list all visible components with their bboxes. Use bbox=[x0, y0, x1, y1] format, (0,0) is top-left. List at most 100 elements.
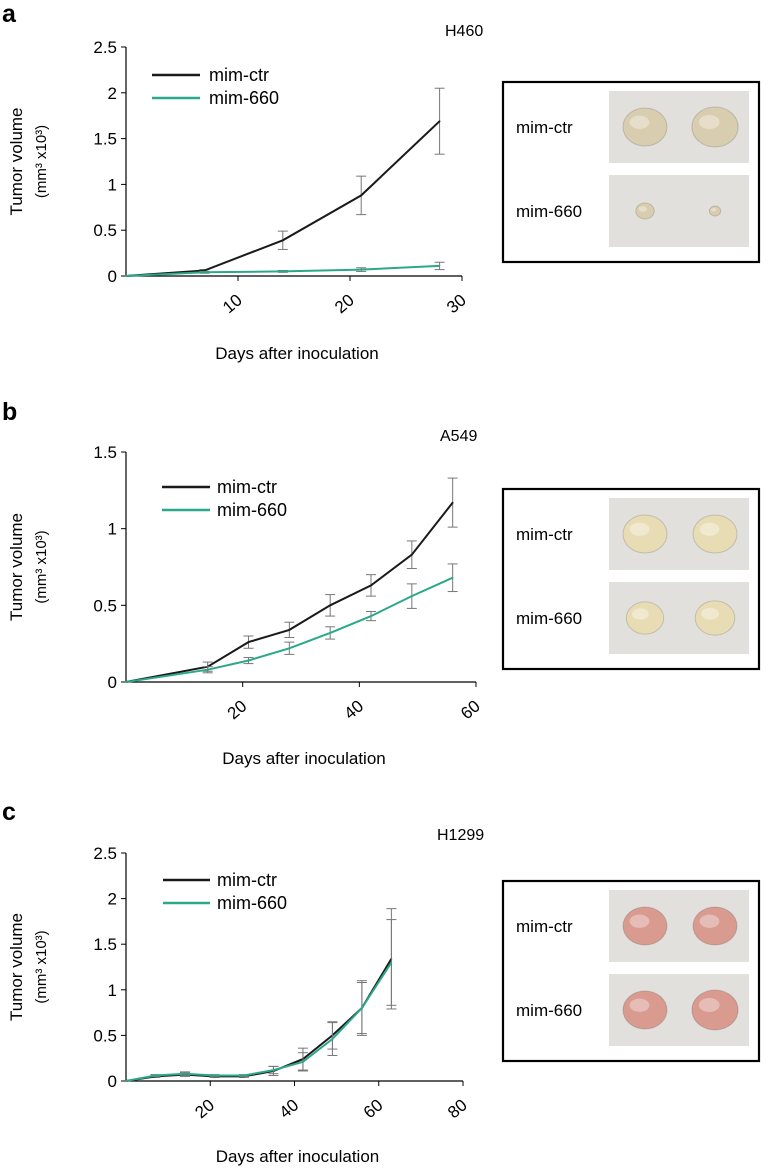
data-point bbox=[451, 501, 454, 504]
tumor-highlight bbox=[698, 998, 720, 1012]
panel-label-b: b bbox=[2, 398, 17, 426]
legend-label: mim-ctr bbox=[217, 477, 277, 497]
tumor-highlight bbox=[631, 608, 649, 620]
tumor-highlight bbox=[699, 522, 720, 536]
series-mim-660 bbox=[125, 919, 397, 1082]
data-point bbox=[370, 615, 372, 617]
data-point bbox=[438, 120, 441, 122]
photo-row-label: mim-ctr bbox=[516, 525, 573, 544]
y-axis-label: Tumor volume bbox=[7, 107, 26, 215]
y-axis-units: (mm³ x10³) bbox=[33, 930, 50, 1003]
tumor-specimen bbox=[691, 106, 739, 148]
y-axis-label: Tumor volume bbox=[7, 913, 26, 1021]
y-tick-label: 2 bbox=[108, 890, 117, 909]
y-tick-label: 0 bbox=[108, 673, 117, 692]
y-tick-label: 2 bbox=[108, 84, 117, 103]
x-tick-label: 80 bbox=[444, 1095, 471, 1122]
tumor-specimen bbox=[625, 601, 665, 635]
tumor-highlight bbox=[629, 998, 650, 1012]
series-mim-660 bbox=[125, 563, 458, 683]
tumor-specimen bbox=[708, 205, 722, 217]
panel-a: a H460 0 0.5 1 1.5 2 2.5 10 20 30 Days after inocul… bbox=[2, 0, 761, 363]
tumor-highlight bbox=[699, 914, 720, 928]
data-point bbox=[247, 641, 250, 643]
x-tick-label: 60 bbox=[360, 1095, 387, 1122]
data-point bbox=[361, 1007, 363, 1009]
photo-image bbox=[609, 175, 749, 247]
legend-label: mim-660 bbox=[217, 500, 287, 520]
tumor-specimen bbox=[635, 202, 655, 220]
panel-label-c: c bbox=[2, 798, 16, 826]
tumor-highlight bbox=[698, 115, 720, 129]
y-axis-label: Tumor volume bbox=[7, 513, 26, 621]
y-tick-label: 1 bbox=[108, 981, 117, 1000]
data-point bbox=[203, 271, 206, 274]
y-tick-label: 1 bbox=[108, 520, 117, 539]
photo-row-label: mim-660 bbox=[516, 609, 582, 628]
tumor-specimen bbox=[692, 906, 738, 946]
tumor-specimen bbox=[691, 989, 739, 1031]
tumor-specimen bbox=[694, 600, 736, 636]
tumor-specimen bbox=[692, 514, 738, 554]
x-axis-label: Days after inoculation bbox=[216, 1147, 379, 1166]
tumor-highlight bbox=[710, 208, 717, 212]
series-mim-660 bbox=[125, 261, 445, 277]
series-mim-ctr bbox=[125, 477, 458, 683]
series-mim-ctr bbox=[125, 908, 397, 1082]
panel-label-a: a bbox=[2, 0, 17, 28]
data-point bbox=[411, 553, 413, 556]
data-point bbox=[272, 1069, 275, 1071]
data-point bbox=[125, 681, 127, 683]
tumor-specimen bbox=[622, 514, 668, 554]
series-line bbox=[125, 120, 441, 277]
data-point bbox=[243, 1074, 245, 1077]
tumor-photo-box: mim-ctr mim-660 bbox=[501, 879, 761, 1063]
chart-title: H1299 bbox=[437, 827, 484, 844]
data-point bbox=[331, 1038, 334, 1040]
series-mim-ctr bbox=[125, 87, 445, 277]
chart-title: H460 bbox=[445, 23, 483, 40]
legend-label: mim-660 bbox=[209, 88, 279, 108]
y-tick-label: 2.5 bbox=[93, 844, 117, 863]
tumor-photo-box: mim-ctr mim-660 bbox=[501, 80, 761, 264]
legend-label: mim-ctr bbox=[217, 870, 277, 890]
data-point bbox=[282, 239, 284, 242]
legend-label: mim-660 bbox=[217, 893, 287, 913]
data-point bbox=[329, 632, 331, 634]
x-tick-label: 30 bbox=[443, 290, 470, 317]
tumor-specimen bbox=[622, 107, 668, 147]
y-tick-label: 0.5 bbox=[93, 1026, 117, 1045]
data-point bbox=[282, 270, 284, 273]
data-point bbox=[125, 275, 127, 277]
y-tick-label: 0.5 bbox=[93, 221, 117, 240]
x-tick-label: 40 bbox=[276, 1095, 303, 1122]
series-line bbox=[125, 576, 454, 683]
x-axis-label: Days after inoculation bbox=[215, 344, 378, 363]
x-tick-label: 20 bbox=[331, 290, 358, 317]
y-axis-units: (mm³ x10³) bbox=[33, 530, 50, 603]
photo-row-label: mim-ctr bbox=[516, 118, 573, 137]
x-tick-label: 10 bbox=[219, 290, 246, 317]
x-tick-label: 20 bbox=[224, 696, 251, 723]
data-point bbox=[288, 647, 291, 650]
y-axis-units: (mm³ x10³) bbox=[33, 125, 50, 198]
data-point bbox=[451, 576, 454, 579]
photo-row-label: mim-660 bbox=[516, 202, 582, 221]
series-line bbox=[125, 501, 454, 683]
photo-row-label: mim-ctr bbox=[516, 917, 573, 936]
data-point bbox=[213, 1074, 216, 1077]
legend-label: mim-ctr bbox=[209, 65, 269, 85]
panel-b: b A549 0 0.5 1 1.5 20 40 60 Days after inoculatio… bbox=[2, 398, 761, 768]
data-point bbox=[370, 584, 372, 587]
y-tick-label: 2.5 bbox=[93, 38, 117, 57]
tumor-highlight bbox=[638, 206, 647, 212]
tumor-highlight bbox=[629, 522, 650, 536]
photo-row-label: mim-660 bbox=[516, 1001, 582, 1020]
y-tick-label: 1 bbox=[108, 175, 117, 194]
y-tick-label: 1.5 bbox=[93, 130, 117, 149]
tumor-photo-box: mim-ctr mim-660 bbox=[501, 487, 761, 671]
data-point bbox=[302, 1061, 304, 1063]
data-point bbox=[247, 659, 250, 662]
y-tick-label: 0 bbox=[108, 267, 117, 286]
